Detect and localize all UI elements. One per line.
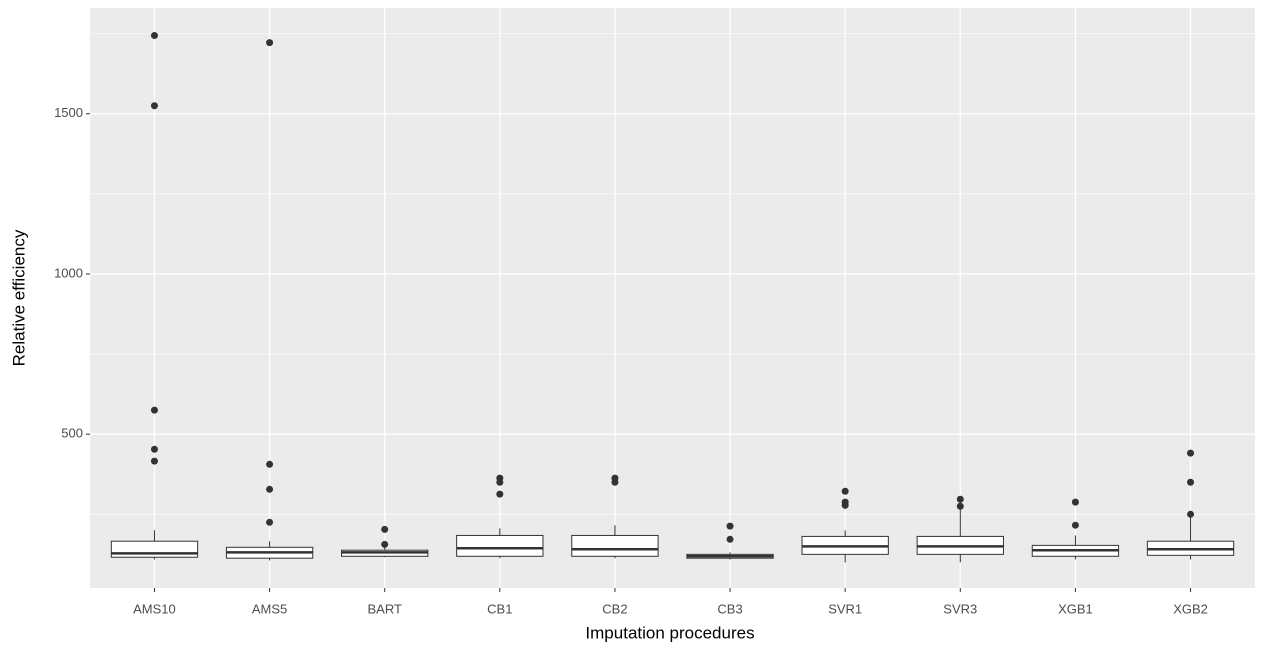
outlier <box>1187 478 1195 486</box>
x-tick-label: SVR1 <box>828 601 862 616</box>
outlier <box>1071 498 1079 506</box>
x-axis-title: Imputation procedures <box>585 623 754 642</box>
outlier <box>496 478 504 486</box>
outlier <box>1187 449 1195 457</box>
x-tick-label: CB1 <box>487 601 512 616</box>
x-tick-label: BART <box>367 601 401 616</box>
outlier <box>150 102 158 110</box>
box <box>571 534 659 557</box>
outlier <box>266 460 274 468</box>
x-tick-label: CB2 <box>602 601 627 616</box>
y-tick-label: 500 <box>61 426 83 441</box>
outlier <box>266 39 274 47</box>
outlier <box>266 518 274 526</box>
outlier <box>150 406 158 414</box>
outlier <box>150 457 158 465</box>
outlier <box>381 525 389 533</box>
x-tick-label: XGB1 <box>1058 601 1093 616</box>
outlier <box>150 445 158 453</box>
outlier <box>956 502 964 510</box>
x-tick-label: XGB2 <box>1173 601 1208 616</box>
outlier <box>496 490 504 498</box>
x-tick-label: CB3 <box>717 601 742 616</box>
y-tick-label: 1000 <box>54 265 83 280</box>
x-tick-label: SVR3 <box>943 601 977 616</box>
outlier <box>150 32 158 40</box>
box <box>456 534 544 557</box>
panel <box>90 8 1255 588</box>
outlier <box>841 487 849 495</box>
outlier <box>266 485 274 493</box>
x-tick-label: AMS10 <box>133 601 176 616</box>
outlier <box>381 540 389 548</box>
outlier <box>841 501 849 509</box>
outlier <box>1187 510 1195 518</box>
outlier <box>611 478 619 486</box>
outlier <box>956 495 964 503</box>
outlier <box>1071 521 1079 529</box>
box <box>110 540 199 558</box>
y-axis-title: Relative efficiency <box>9 229 28 366</box>
outlier <box>726 522 734 530</box>
y-tick-label: 1500 <box>54 105 83 120</box>
x-tick-label: AMS5 <box>252 601 287 616</box>
outlier <box>726 535 734 543</box>
